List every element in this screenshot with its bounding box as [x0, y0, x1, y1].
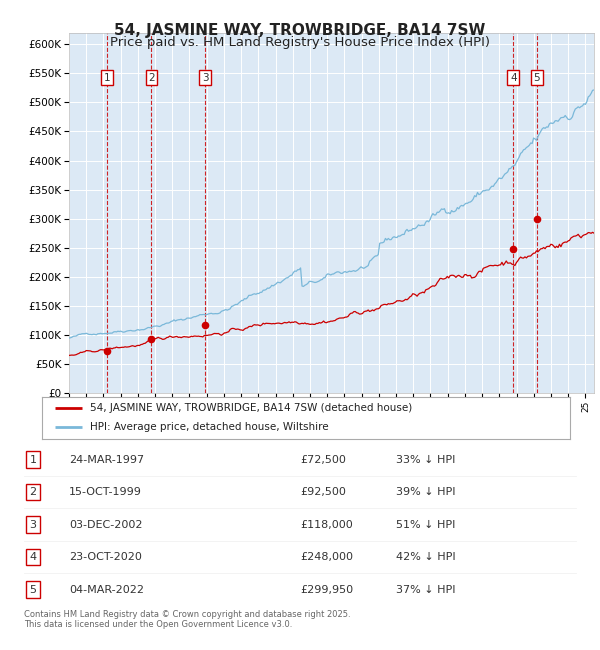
- Text: 54, JASMINE WAY, TROWBRIDGE, BA14 7SW: 54, JASMINE WAY, TROWBRIDGE, BA14 7SW: [115, 23, 485, 38]
- Text: 4: 4: [510, 73, 517, 83]
- Text: 33% ↓ HPI: 33% ↓ HPI: [396, 454, 455, 465]
- Text: 03-DEC-2002: 03-DEC-2002: [69, 519, 143, 530]
- Text: HPI: Average price, detached house, Wiltshire: HPI: Average price, detached house, Wilt…: [89, 422, 328, 432]
- Text: 1: 1: [104, 73, 110, 83]
- Text: 24-MAR-1997: 24-MAR-1997: [69, 454, 144, 465]
- Text: Price paid vs. HM Land Registry's House Price Index (HPI): Price paid vs. HM Land Registry's House …: [110, 36, 490, 49]
- Text: 3: 3: [29, 519, 37, 530]
- Text: £72,500: £72,500: [300, 454, 346, 465]
- Text: 2: 2: [148, 73, 155, 83]
- Text: £248,000: £248,000: [300, 552, 353, 562]
- Text: 51% ↓ HPI: 51% ↓ HPI: [396, 519, 455, 530]
- Text: 42% ↓ HPI: 42% ↓ HPI: [396, 552, 455, 562]
- Text: 04-MAR-2022: 04-MAR-2022: [69, 584, 144, 595]
- Text: 5: 5: [29, 584, 37, 595]
- Text: £299,950: £299,950: [300, 584, 353, 595]
- Text: £92,500: £92,500: [300, 487, 346, 497]
- Text: 3: 3: [202, 73, 209, 83]
- Text: 2: 2: [29, 487, 37, 497]
- Text: 37% ↓ HPI: 37% ↓ HPI: [396, 584, 455, 595]
- Text: 5: 5: [533, 73, 540, 83]
- Text: 23-OCT-2020: 23-OCT-2020: [69, 552, 142, 562]
- Text: 54, JASMINE WAY, TROWBRIDGE, BA14 7SW (detached house): 54, JASMINE WAY, TROWBRIDGE, BA14 7SW (d…: [89, 403, 412, 413]
- Text: 15-OCT-1999: 15-OCT-1999: [69, 487, 142, 497]
- Text: 1: 1: [29, 454, 37, 465]
- Text: 39% ↓ HPI: 39% ↓ HPI: [396, 487, 455, 497]
- Text: Contains HM Land Registry data © Crown copyright and database right 2025.
This d: Contains HM Land Registry data © Crown c…: [24, 610, 350, 629]
- Text: 4: 4: [29, 552, 37, 562]
- Text: £118,000: £118,000: [300, 519, 353, 530]
